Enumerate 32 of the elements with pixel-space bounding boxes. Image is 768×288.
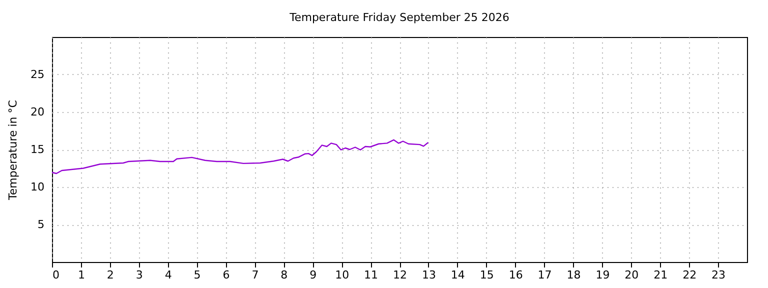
- y-tick-label: 20: [30, 106, 44, 118]
- x-tick-label: 8: [280, 268, 288, 282]
- x-tick-label: 9: [310, 268, 317, 282]
- x-tick-label: 10: [335, 268, 350, 282]
- x-tick-label: 4: [164, 268, 172, 282]
- x-tick-label: 23: [712, 268, 726, 282]
- x-tick-label: 0: [52, 268, 60, 282]
- x-tick-label: 17: [538, 268, 552, 282]
- x-tick-label: 11: [364, 268, 378, 282]
- x-tick-label: 15: [480, 268, 494, 282]
- y-tick-label: 10: [30, 180, 44, 194]
- x-tick-label: 20: [624, 268, 639, 282]
- x-tick-label: 7: [252, 268, 259, 282]
- x-tick-label: 1: [78, 268, 85, 282]
- y-tick-label: 25: [30, 68, 44, 81]
- x-tick-label: 13: [422, 268, 436, 282]
- x-tick-label: 19: [596, 268, 610, 282]
- x-tick-label: 14: [450, 268, 465, 282]
- x-tick-label: 16: [508, 268, 523, 282]
- x-tick-label: 6: [222, 268, 230, 282]
- chart-title: Temperature Friday September 25 2026: [288, 11, 510, 24]
- x-tick-label: 21: [654, 268, 668, 282]
- x-tick-label: 22: [682, 268, 697, 282]
- x-tick-label: 3: [136, 268, 143, 282]
- y-axis-title: Temperature in °C: [6, 100, 20, 201]
- x-tick-label: 18: [566, 268, 581, 282]
- line-series: [51, 139, 429, 174]
- y-tick-label: 15: [30, 143, 44, 156]
- y-tick-label: 5: [38, 218, 44, 231]
- x-tick-label: 12: [393, 268, 407, 282]
- x-tick-label: 5: [194, 268, 201, 282]
- x-tick-label: 2: [106, 268, 114, 282]
